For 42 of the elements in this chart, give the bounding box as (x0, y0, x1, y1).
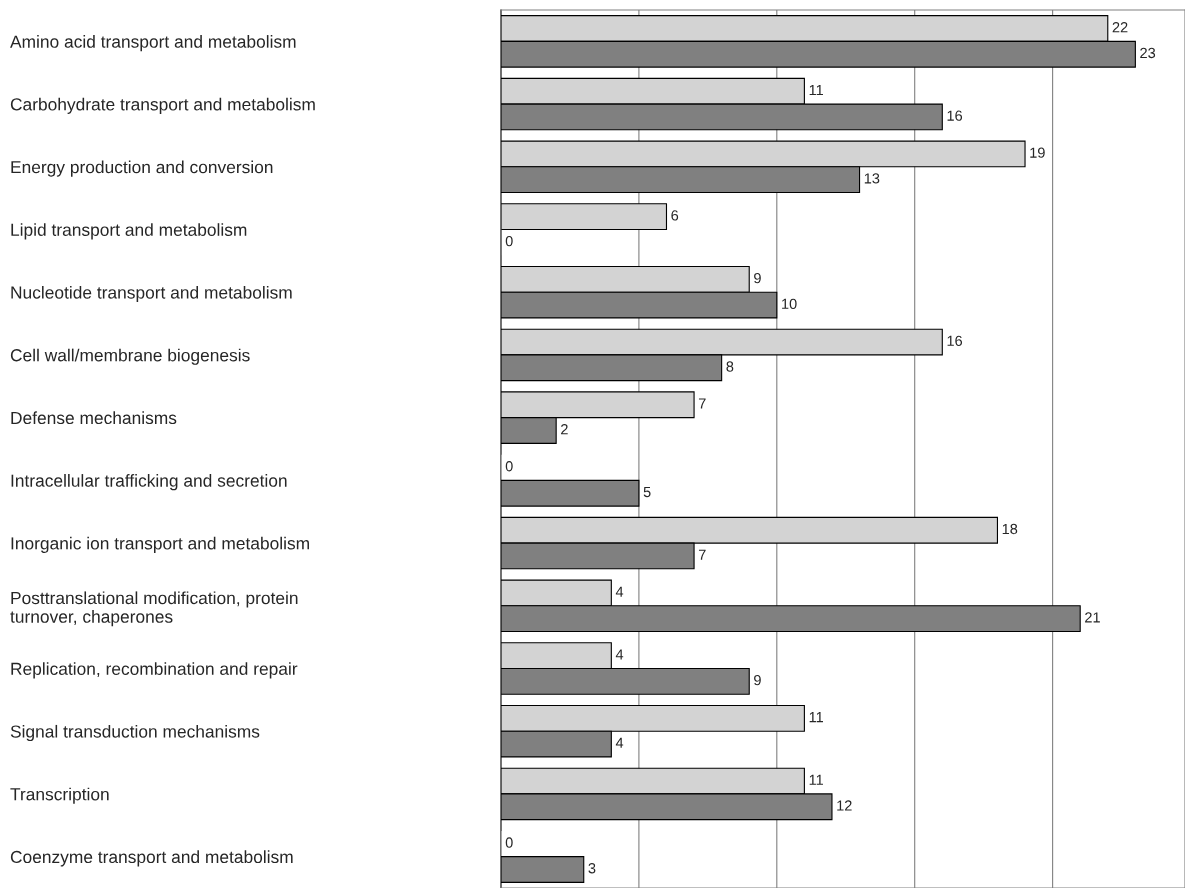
data-label: 22 (1112, 22, 1128, 33)
data-label: 16 (947, 110, 963, 121)
data-label: 8 (726, 361, 734, 372)
y-tick-label: Signal transduction mechanisms (10, 724, 260, 742)
y-tick-label: Intracellular trafficking and secretion (11, 474, 287, 491)
data-label: 3 (588, 863, 596, 874)
y-tick-label: Transcription (10, 787, 109, 804)
data-label: 4 (615, 649, 624, 660)
data-label: 5 (643, 486, 651, 498)
y-tick-label: Defense mechanisms (11, 411, 177, 425)
y-tick-label: Nucleotide transport and metabolism (11, 285, 292, 303)
data-label: 10 (782, 298, 797, 309)
data-label: 21 (1085, 612, 1100, 623)
data-label: 9 (754, 272, 761, 284)
data-label: 11 (809, 712, 823, 723)
y-tick-label: Cell wall/membrane biogenesis (10, 348, 250, 365)
data-label: 7 (698, 549, 706, 560)
data-label: 2 (561, 424, 568, 435)
y-tick-label: Posttranslational modification, protein turnover, chaperones (10, 591, 298, 627)
data-label: 0 (505, 837, 513, 848)
y-tick-label: Lipid transport and metabolism (11, 223, 247, 240)
data-label: 0 (505, 461, 513, 472)
y-tick-label: Coenzyme transport and metabolism (10, 850, 293, 867)
y-tick-label: Amino acid transport and metabolism (10, 35, 296, 52)
data-label: 13 (864, 173, 880, 184)
y-tick-label: Replication, recombination and repair (11, 662, 298, 679)
data-label: 11 (809, 774, 823, 785)
data-label: 19 (1030, 147, 1045, 158)
data-label: 11 (809, 84, 823, 95)
data-label: 18 (1002, 523, 1018, 535)
data-label: 16 (947, 335, 963, 346)
data-label: 12 (837, 800, 852, 811)
y-tick-label: Carbohydrate transport and metabolism (10, 97, 315, 114)
data-label: 4 (615, 737, 624, 748)
data-label: 9 (754, 674, 761, 686)
data-label: 4 (615, 586, 624, 597)
data-label: 0 (505, 235, 513, 247)
data-label: 6 (671, 210, 679, 221)
y-tick-label: Inorganic ion transport and metabolism (11, 536, 309, 553)
data-label: 23 (1140, 47, 1156, 59)
data-label: 7 (698, 398, 706, 409)
y-tick-label: Energy production and conversion (11, 160, 273, 177)
